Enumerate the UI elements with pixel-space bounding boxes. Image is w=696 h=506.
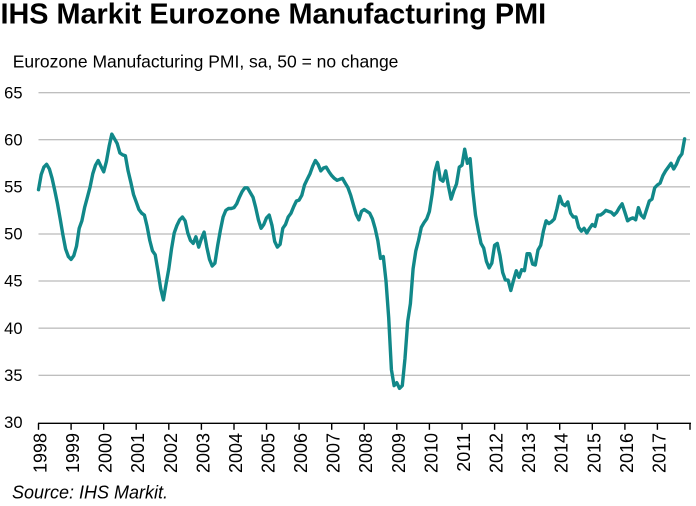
svg-text:2013: 2013: [519, 433, 539, 473]
svg-text:2008: 2008: [356, 433, 376, 473]
svg-text:60: 60: [4, 132, 22, 150]
svg-text:50: 50: [4, 226, 22, 244]
svg-text:2007: 2007: [324, 433, 344, 473]
svg-text:2009: 2009: [389, 433, 409, 473]
svg-text:2011: 2011: [454, 433, 474, 472]
svg-text:IHS Markit Eurozone Manufactur: IHS Markit Eurozone Manufacturing PMI: [1, 0, 547, 30]
svg-text:2015: 2015: [584, 433, 604, 473]
svg-text:1998: 1998: [31, 433, 51, 473]
svg-text:Eurozone Manufacturing PMI, sa: Eurozone Manufacturing PMI, sa, 50 = no …: [13, 51, 399, 71]
svg-text:2017: 2017: [649, 433, 669, 473]
svg-text:2012: 2012: [487, 433, 507, 473]
svg-text:30: 30: [4, 414, 22, 432]
svg-text:2004: 2004: [226, 433, 246, 473]
svg-text:2002: 2002: [161, 433, 181, 473]
svg-text:2010: 2010: [421, 433, 441, 473]
svg-text:40: 40: [4, 320, 22, 338]
svg-text:1999: 1999: [63, 433, 83, 473]
svg-text:2005: 2005: [259, 433, 279, 473]
svg-text:2014: 2014: [552, 433, 572, 473]
svg-text:65: 65: [4, 84, 22, 102]
svg-text:2001: 2001: [128, 433, 148, 473]
svg-text:35: 35: [4, 367, 22, 385]
svg-text:2006: 2006: [291, 433, 311, 473]
svg-text:45: 45: [4, 273, 22, 291]
svg-text:55: 55: [4, 179, 22, 197]
svg-text:Source: IHS Markit.: Source: IHS Markit.: [12, 483, 168, 503]
svg-text:2003: 2003: [193, 433, 213, 473]
svg-text:2000: 2000: [96, 433, 116, 473]
svg-text:2016: 2016: [617, 433, 637, 473]
